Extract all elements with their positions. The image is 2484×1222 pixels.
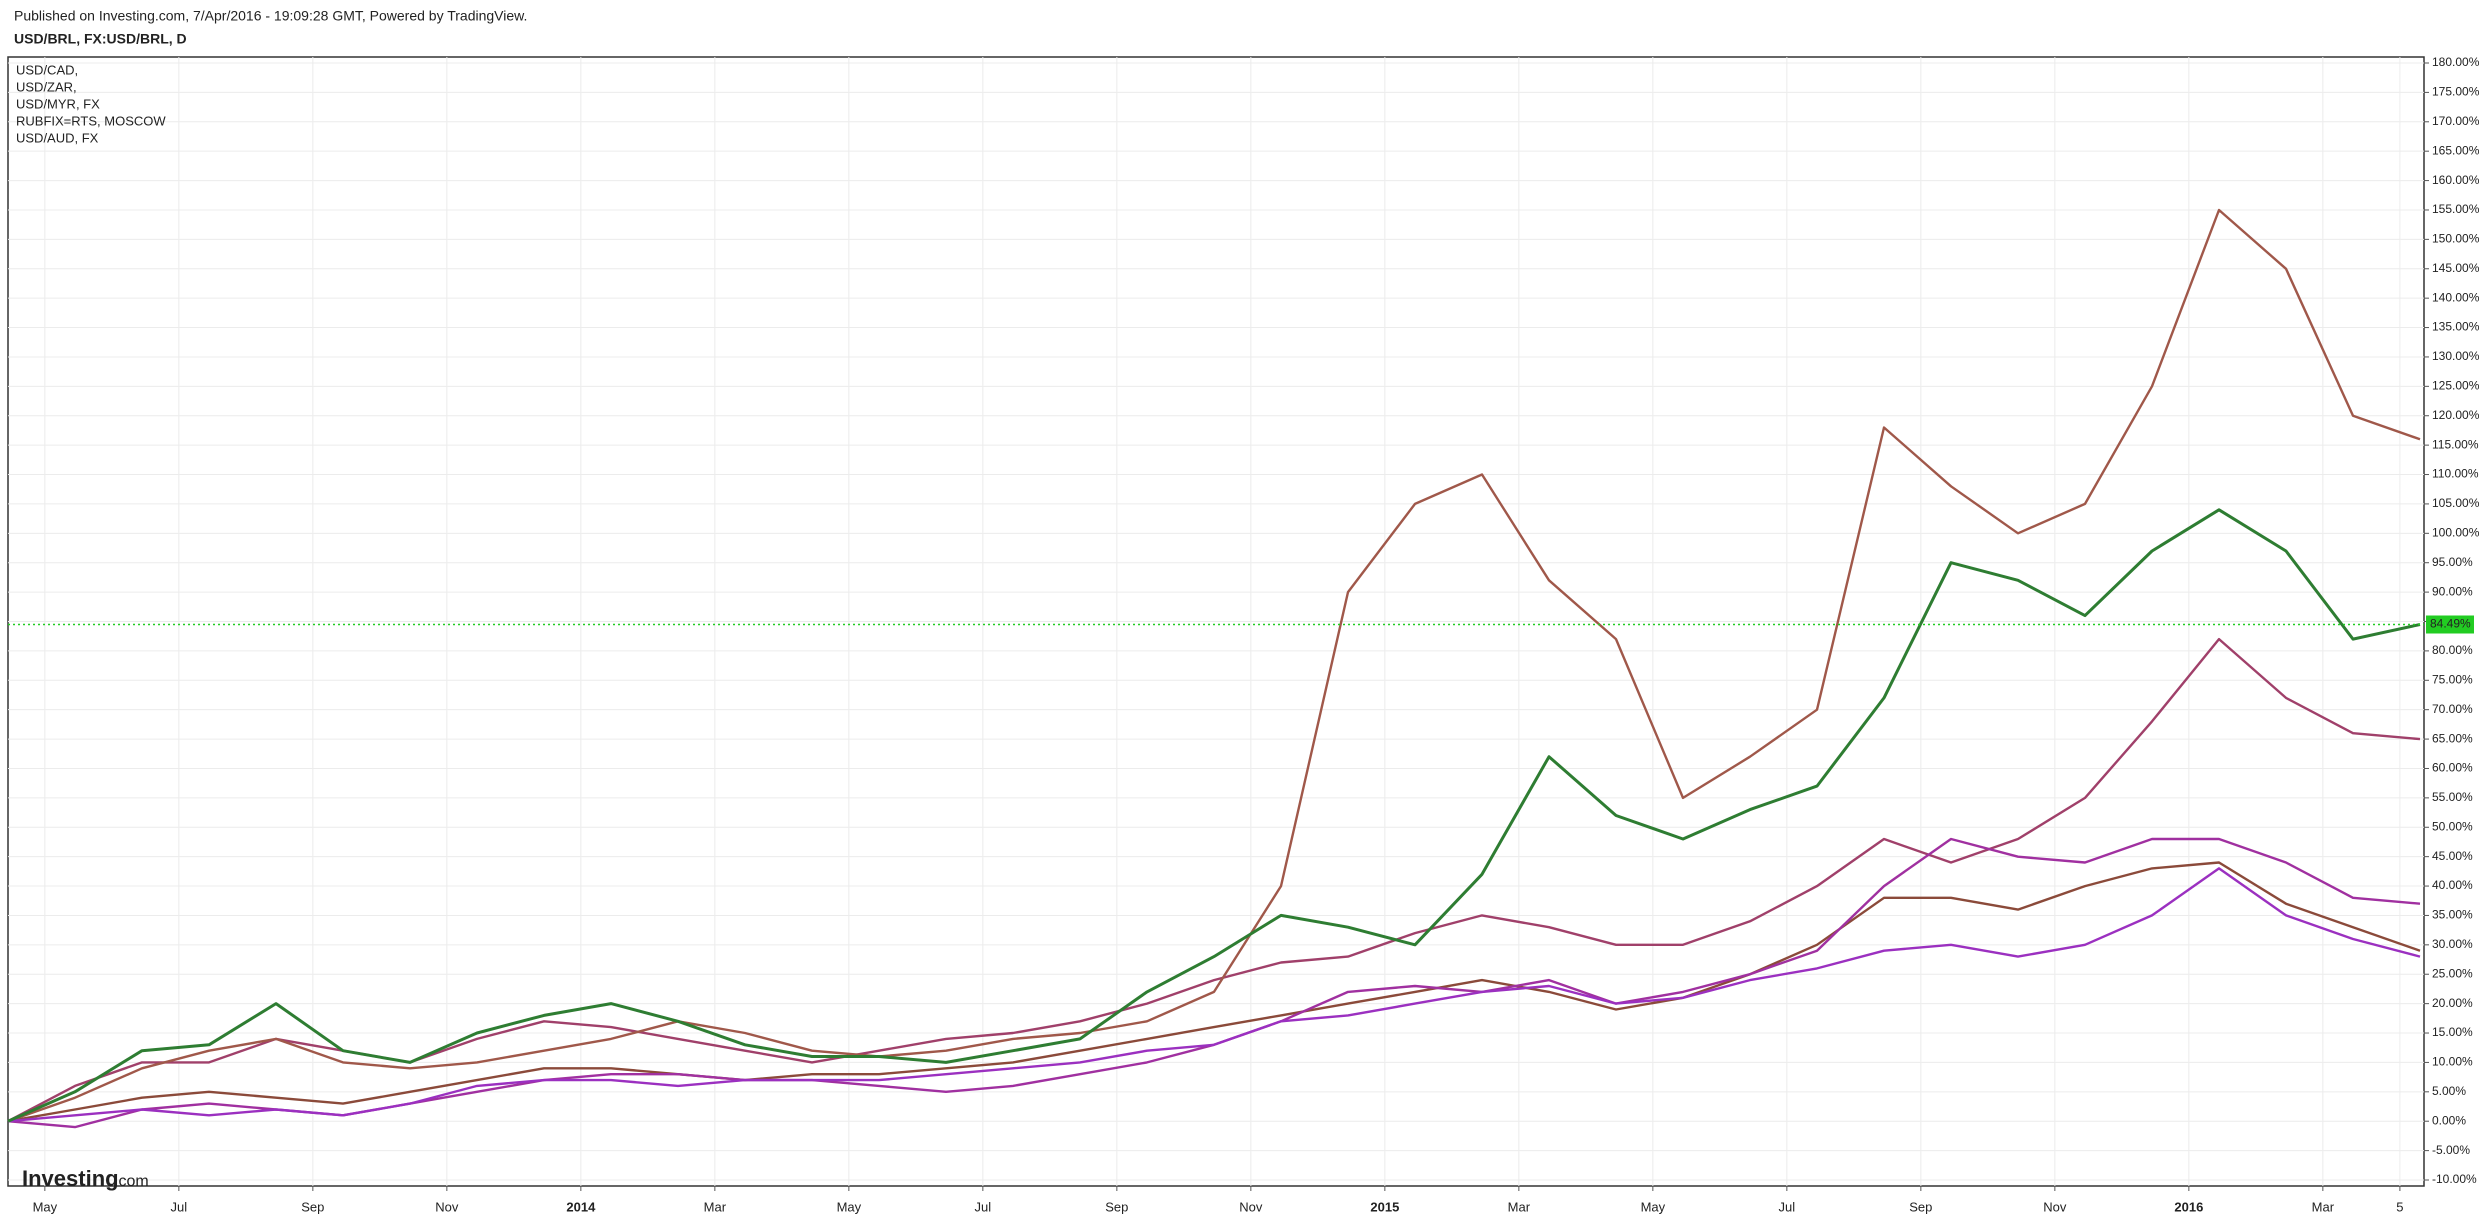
- legend-entry: USD/CAD,: [16, 62, 78, 77]
- y-tick-label: 165.00%: [2432, 143, 2480, 157]
- y-tick-label: 50.00%: [2432, 819, 2473, 833]
- y-tick-label: 0.00%: [2432, 1113, 2466, 1127]
- x-tick-label: Sep: [301, 1199, 324, 1214]
- x-tick-label: Sep: [1909, 1199, 1932, 1214]
- x-tick-label: 2016: [2174, 1199, 2203, 1214]
- x-tick-label: Sep: [1105, 1199, 1128, 1214]
- y-tick-label: 170.00%: [2432, 114, 2480, 128]
- y-tick-label: 25.00%: [2432, 966, 2473, 980]
- legend: USD/CAD, USD/ZAR, USD/MYR, FX RUBFIX=RTS, M…: [16, 62, 166, 145]
- y-tick-label: 160.00%: [2432, 173, 2480, 187]
- y-tick-label: -10.00%: [2432, 1172, 2477, 1186]
- grid: 180.00% 175.00% 170.00% 165.00% 160.00% 155.0…: [8, 55, 2480, 1214]
- y-tick-label: 65.00%: [2432, 731, 2473, 745]
- y-tick-label: 5.00%: [2432, 1084, 2466, 1098]
- y-tick-label: 140.00%: [2432, 290, 2480, 304]
- x-tick-label: Nov: [1239, 1199, 1263, 1214]
- y-tick-label: 60.00%: [2432, 761, 2473, 775]
- y-tick-label: 175.00%: [2432, 85, 2480, 99]
- x-tick-label: Jul: [171, 1199, 188, 1214]
- y-tick-label: 95.00%: [2432, 555, 2473, 569]
- x-tick-label: Mar: [2312, 1199, 2335, 1214]
- header: Published on Investing.com, 7/Apr/2016 -…: [14, 8, 527, 24]
- x-tick-label: May: [837, 1199, 862, 1214]
- y-tick-label: 75.00%: [2432, 672, 2473, 686]
- x-tick-label: Nov: [2043, 1199, 2067, 1214]
- last-value-label: 84.49%: [2430, 617, 2471, 631]
- y-tick-label: 155.00%: [2432, 202, 2480, 216]
- y-tick-label: 130.00%: [2432, 349, 2480, 363]
- y-tick-label: 15.00%: [2432, 1025, 2473, 1039]
- y-tick-label: 115.00%: [2432, 437, 2479, 451]
- x-tick-label: 2014: [566, 1199, 596, 1214]
- y-tick-label: 70.00%: [2432, 702, 2473, 716]
- y-tick-label: 35.00%: [2432, 908, 2473, 922]
- y-tick-label: 80.00%: [2432, 643, 2473, 657]
- lines: 84.49%: [7, 208, 2474, 1129]
- series-line: [7, 508, 2421, 1123]
- series-line: [7, 867, 2421, 1123]
- y-tick-label: 110.00%: [2432, 467, 2479, 481]
- y-tick-label: 45.00%: [2432, 849, 2473, 863]
- x-tick-label: Jul: [1779, 1199, 1796, 1214]
- x-tick-label: Nov: [435, 1199, 459, 1214]
- y-tick-label: 135.00%: [2432, 320, 2480, 334]
- series-line: [7, 837, 2421, 1129]
- y-tick-label: 10.00%: [2432, 1055, 2473, 1069]
- y-tick-label: -5.00%: [2432, 1143, 2470, 1157]
- y-tick-label: 20.00%: [2432, 996, 2473, 1010]
- x-tick-label: May: [1641, 1199, 1666, 1214]
- last-value-box: [2426, 615, 2474, 634]
- legend-entry: RUBFIX=RTS, MOSCOW: [16, 113, 166, 128]
- x-tick-label: Mar: [704, 1199, 727, 1214]
- chart-title: USD/BRL, FX:USD/BRL, D: [14, 31, 187, 47]
- legend-entry: USD/ZAR,: [16, 79, 77, 94]
- y-tick-label: 120.00%: [2432, 408, 2480, 422]
- x-tick-label: Mar: [1508, 1199, 1531, 1214]
- x-tick-label: 5: [2396, 1199, 2403, 1214]
- y-tick-label: 30.00%: [2432, 937, 2473, 951]
- legend-entry: USD/MYR, FX: [16, 96, 100, 111]
- y-tick-label: 100.00%: [2432, 525, 2480, 539]
- x-tick-label: 2015: [1370, 1199, 1399, 1214]
- y-tick-label: 90.00%: [2432, 584, 2473, 598]
- x-tick-label: May: [33, 1199, 58, 1214]
- y-tick-label: 105.00%: [2432, 496, 2480, 510]
- series-line: [7, 637, 2421, 1123]
- x-tick-label: Jul: [975, 1199, 992, 1214]
- y-tick-label: 55.00%: [2432, 790, 2473, 804]
- series-line: [7, 861, 2421, 1123]
- series-line: [7, 208, 2421, 1123]
- y-tick-label: 145.00%: [2432, 261, 2480, 275]
- y-tick-label: 125.00%: [2432, 379, 2480, 393]
- logo-suffix: .com: [114, 1173, 149, 1190]
- y-tick-label: 40.00%: [2432, 878, 2473, 892]
- logo-brand: Investing: [22, 1166, 119, 1191]
- legend-entry: USD/AUD, FX: [16, 130, 99, 145]
- y-tick-label: 150.00%: [2432, 232, 2480, 246]
- y-tick-label: 180.00%: [2432, 55, 2480, 69]
